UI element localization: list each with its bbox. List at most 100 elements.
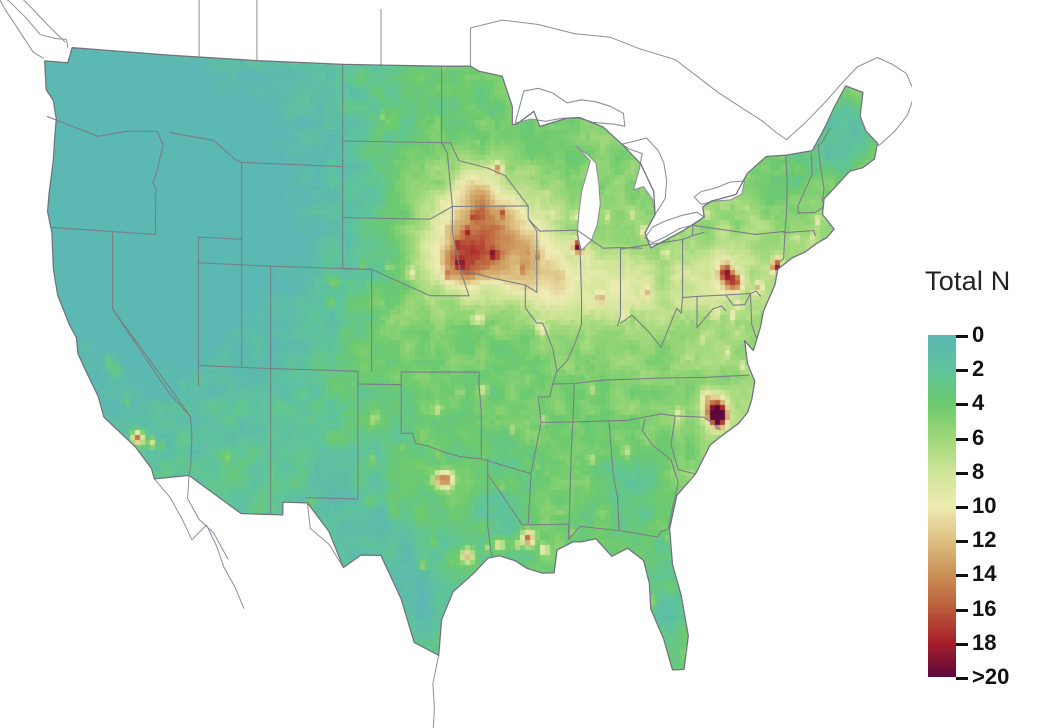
boundary-path: [617, 496, 669, 538]
colorbar-tick: [956, 506, 968, 509]
boundary-path: [342, 205, 453, 220]
boundary-path: [682, 292, 751, 299]
boundary-path: [342, 370, 402, 386]
boundary-path: [780, 230, 786, 262]
boundary-path: [449, 142, 529, 220]
colorbar-tick-label-6: 6: [972, 424, 985, 450]
boundary-path: [478, 371, 482, 460]
boundary-path: [797, 230, 816, 237]
boundary-path: [527, 218, 538, 293]
colorbar-tick-label-0: 0: [972, 322, 985, 347]
colorbar-tick: [956, 642, 968, 646]
colorbar-tick: [956, 403, 968, 407]
boundary-path: [621, 137, 668, 215]
boundary-path: [169, 132, 344, 270]
boundary-path: [197, 236, 243, 240]
colorbar-tick-label-gt20: >20: [972, 664, 1010, 689]
boundary-path: [451, 205, 470, 297]
colorbar-tick-label-4: 4: [972, 390, 985, 416]
boundary-path: [400, 384, 482, 460]
colorbar-tick: [956, 574, 968, 578]
colorbar-tick-label-14: 14: [972, 561, 997, 587]
boundary-path: [51, 226, 156, 235]
boundary-path: [784, 154, 788, 232]
boundary-path: [0, 0, 69, 59]
boundary-path: [725, 292, 751, 306]
boundary-path: [692, 224, 786, 237]
boundary-path: [527, 218, 578, 232]
colorbar-tick: [956, 608, 968, 612]
boundary-path: [749, 290, 762, 297]
boundary-path: [670, 415, 697, 475]
boundary-path: [635, 374, 750, 380]
boundary-path: [817, 144, 825, 203]
colorbar-tick: [956, 677, 968, 680]
boundary-path: [749, 292, 757, 338]
boundary-path: [306, 502, 344, 568]
colorbar-tick-label-8: 8: [972, 458, 985, 484]
boundary-path: [617, 248, 622, 327]
boundary-path: [682, 231, 705, 240]
colorbar-tick: [956, 471, 968, 475]
boundary-path: [197, 364, 359, 372]
boundary-path: [552, 370, 637, 385]
boundary-path: [487, 473, 529, 526]
colorbar-tick-label-10: 10: [972, 493, 997, 518]
boundary-path: [817, 128, 831, 146]
colorbar-tick: [956, 335, 968, 338]
boundary-path: [680, 238, 684, 314]
boundary-path: [487, 458, 493, 557]
colorbar-tick-label-12: 12: [972, 527, 997, 553]
boundary-path: [527, 473, 570, 540]
boundary-path: [783, 231, 799, 234]
boundary-path: [112, 308, 192, 417]
colorbar-tick: [956, 540, 968, 544]
boundary-path: [480, 383, 554, 475]
boundary-path: [568, 525, 620, 540]
boundary-path: [451, 205, 529, 208]
boundary-path: [305, 383, 359, 500]
boundary-path: [342, 268, 470, 297]
legend-title: Total N: [925, 266, 1011, 296]
boundary-path: [797, 206, 824, 214]
boundary-path: [112, 231, 192, 417]
boundary-path: [608, 420, 620, 532]
boundary-path: [47, 116, 158, 137]
boundary-path: [153, 478, 245, 609]
boundary-path: [660, 307, 682, 348]
colorbar-tick-label-18: 18: [972, 629, 997, 655]
boundary-path: [641, 419, 679, 530]
boundary-path: [441, 65, 453, 208]
boundary-path: [197, 262, 373, 270]
state-boundary-layer: [0, 0, 912, 728]
boundary-path: [876, 57, 912, 147]
boundary-path: [556, 229, 583, 372]
boundary-path: [619, 238, 684, 250]
boundary-path: [187, 474, 229, 560]
boundary-path: [797, 152, 813, 214]
boundary-path: [342, 140, 452, 144]
boundary-path: [619, 314, 662, 348]
boundary-path: [514, 87, 626, 127]
colorbar-tick-label-2: 2: [972, 356, 985, 382]
colorbar-canvas: [928, 335, 956, 677]
boundary-path: [575, 145, 601, 252]
boundary-path: [188, 415, 193, 476]
map-panel: [0, 0, 912, 728]
boundary-path: [152, 131, 164, 235]
colorbar-legend: Total N 0 2 4 6 8 10 12 14 16 18 >20: [912, 0, 1050, 728]
colorbar-tick-label-16: 16: [972, 595, 997, 621]
boundary-path: [22, 0, 66, 43]
boundary-path: [524, 284, 558, 372]
boundary-path: [357, 371, 480, 386]
boundary-path: [693, 180, 746, 205]
colorbar-gradient: [928, 335, 956, 677]
boundary-path: [568, 382, 575, 540]
boundary-path: [432, 654, 440, 728]
boundary-path: [540, 413, 721, 430]
boundary-path: [696, 295, 727, 329]
boundary-path: [44, 47, 879, 671]
colorbar-tick: [956, 437, 968, 441]
colorbar-tick: [956, 369, 968, 373]
